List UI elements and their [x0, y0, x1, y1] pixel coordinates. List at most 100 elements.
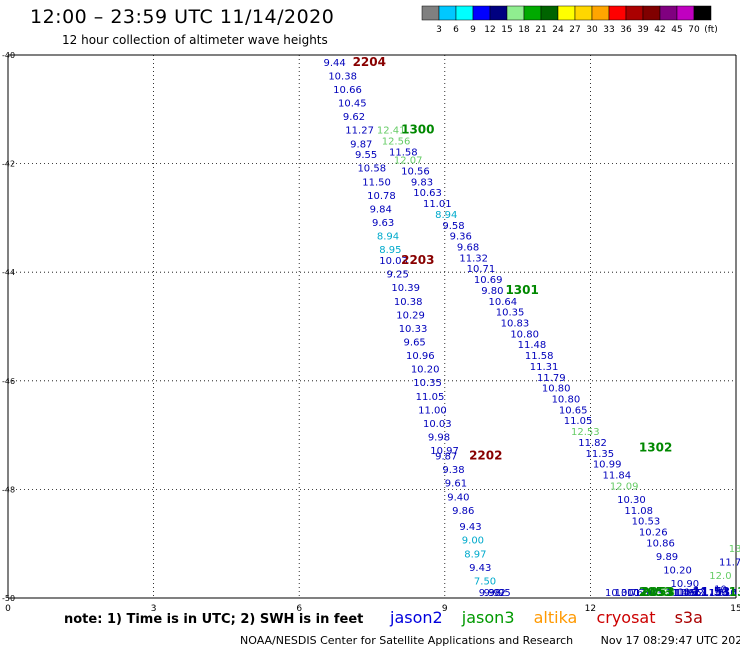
wave-height-label: 12.0	[709, 571, 731, 582]
wave-height-label: 10.03	[379, 256, 408, 267]
wave-height-label: 8.94	[377, 232, 399, 243]
colorbar-swatch	[421, 5, 440, 21]
colorbar-swatch	[438, 5, 457, 21]
wave-height-label: 10.35	[496, 308, 525, 319]
colorbar-label: 42	[654, 25, 665, 35]
wave-height-label: 10.86	[646, 538, 675, 549]
legend-item: altika	[533, 608, 578, 627]
legend-item: jason2	[390, 608, 443, 627]
colorbar-label: 6	[453, 25, 459, 35]
x-tick-label: 12	[585, 604, 596, 614]
wave-height-label: 9.55	[355, 150, 377, 161]
wave-height-label: 10.90	[670, 579, 699, 590]
wave-height-label: 9.68	[457, 242, 479, 253]
wave-height-label: 11.49	[666, 588, 695, 599]
wave-height-label: 9.92	[484, 588, 506, 599]
colorbar-swatch	[642, 5, 661, 21]
wave-height-label: 9.61	[445, 479, 467, 490]
wave-height-label: 9.38	[479, 588, 501, 599]
wave-height-label: 11.08	[624, 506, 653, 517]
colorbar-swatch	[523, 5, 542, 21]
wave-height-label: 11.35	[586, 449, 615, 460]
y-tick-label: -50	[2, 594, 15, 603]
wave-height-label: 9.87	[435, 452, 457, 463]
wave-height-label: 10.96	[406, 351, 435, 362]
pass-time-label: 11.53	[692, 585, 730, 599]
colorbar-label: 39	[637, 25, 649, 35]
wave-height-label: 9.40	[447, 492, 469, 503]
wave-height-label: 9.84	[370, 204, 392, 215]
pass-time-label: 1302	[639, 440, 672, 454]
wave-height-label: 10.30	[605, 588, 634, 599]
wave-height-label: 10.26	[639, 528, 668, 539]
wave-height-label: 10.69	[474, 275, 503, 286]
wave-height-label: 10.97	[430, 446, 459, 457]
wave-height-label: 11.50	[362, 177, 391, 188]
wave-height-label: 8.97	[464, 549, 486, 560]
x-tick-label: 9	[442, 604, 448, 614]
wave-height-label: 9.43	[469, 563, 491, 574]
wave-height-label: 10.99	[593, 460, 622, 471]
wave-height-label: 10.76	[615, 588, 644, 599]
y-tick-label: -40	[2, 51, 15, 60]
colorbar-label: 27	[569, 25, 580, 35]
wave-height-label: 9.86	[452, 506, 474, 517]
colorbar-swatch	[659, 5, 678, 21]
colorbar-swatch	[489, 5, 508, 21]
wave-height-label: 11.83	[634, 588, 663, 599]
pass-time-label: 2204	[353, 55, 386, 69]
wave-height-label: 11.32	[459, 253, 488, 264]
credit-timestamp: Nov 17 08:29:47 UTC 2020	[600, 634, 740, 647]
pass-time-label: 2203	[401, 253, 434, 267]
colorbar-label: 3	[436, 25, 442, 35]
wave-height-label: 9.80	[481, 286, 503, 297]
colorbar-swatch	[608, 5, 627, 21]
wave-height-label: 10.80	[552, 395, 581, 406]
y-tick-label: -44	[2, 268, 15, 277]
colorbar-swatch	[625, 5, 644, 21]
colorbar-label: 33	[603, 25, 614, 35]
colorbar-label: 70	[688, 25, 700, 35]
wave-height-label: 13	[729, 544, 740, 555]
wave-height-label: 9.95	[488, 588, 510, 599]
wave-height-label: 11.7	[719, 557, 740, 568]
colorbar-swatch	[506, 5, 525, 21]
wave-height-label: 12.41	[377, 126, 406, 137]
wave-height-label: 11.27	[678, 587, 707, 598]
wave-height-label: 9.58	[442, 221, 464, 232]
wave-height-label: 10.38	[328, 71, 357, 82]
wave-height-label: 11.84	[603, 471, 632, 482]
wave-height-label: 9.89	[656, 552, 678, 563]
wave-height-label: 11.31	[530, 362, 559, 373]
wave-height-label: 12.09	[610, 481, 639, 492]
wave-height-label: 9.25	[387, 270, 409, 281]
colorbar-swatch	[676, 5, 695, 21]
wave-height-label: 12.53	[571, 427, 600, 438]
wave-height-label: 9.43	[459, 522, 481, 533]
colorbar-swatch	[591, 5, 610, 21]
wave-height-label: 10.63	[413, 188, 442, 199]
wave-height-label: 10.39	[391, 283, 420, 294]
wave-height-label: 10.30	[617, 495, 646, 506]
pass-time-label: 1301	[505, 283, 538, 297]
wave-height-label: 9.87	[350, 139, 372, 150]
wave-height-label: 10.66	[333, 85, 362, 96]
colorbar-label: 24	[552, 25, 564, 35]
wave-height-label: 11.49	[668, 588, 697, 599]
wave-height-label: 11.79	[537, 373, 566, 384]
wave-height-label: 11.01	[423, 199, 452, 210]
wave-height-label: 11.48	[518, 340, 547, 351]
satellite-legend: jason2 jason3 altika cryosat s3a	[390, 608, 717, 627]
wave-height-label: 10	[724, 588, 737, 599]
wave-height-label: 10.35	[413, 378, 442, 389]
wave-height-label: 10.53	[632, 517, 661, 528]
note-text: note: 1) Time is in UTC; 2) SWH is in fe…	[64, 612, 364, 627]
x-tick-label: 0	[5, 604, 11, 614]
colorbar-swatch	[693, 5, 712, 21]
wave-height-label: 9.38	[442, 465, 464, 476]
wave-height-label: 12.88	[646, 588, 675, 599]
wave-height-label: 11.58	[389, 147, 418, 158]
wave-height-label: 12.56	[382, 137, 411, 148]
wave-height-label: 11.00	[418, 405, 447, 416]
colorbar-swatch	[557, 5, 576, 21]
